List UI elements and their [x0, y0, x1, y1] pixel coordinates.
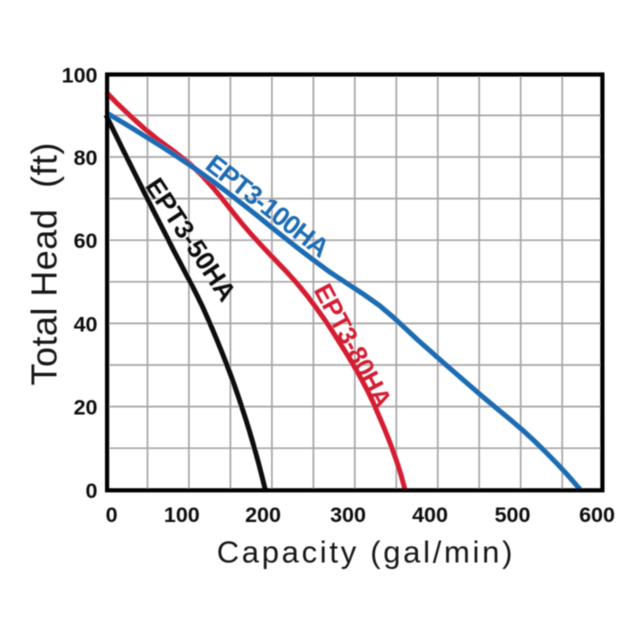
svg-text:80: 80 — [74, 146, 98, 170]
svg-text:0: 0 — [86, 479, 98, 503]
svg-text:0: 0 — [106, 503, 118, 527]
svg-text:600: 600 — [579, 503, 615, 527]
svg-text:100: 100 — [62, 64, 98, 88]
svg-text:Capacity (gal/min): Capacity (gal/min) — [217, 534, 515, 569]
svg-text:60: 60 — [74, 229, 98, 253]
svg-text:400: 400 — [412, 503, 448, 527]
svg-text:100: 100 — [164, 503, 200, 527]
svg-text:300: 300 — [330, 503, 366, 527]
svg-text:500: 500 — [495, 503, 531, 527]
svg-text:200: 200 — [245, 503, 281, 527]
svg-text:40: 40 — [74, 312, 98, 336]
svg-text:20: 20 — [74, 396, 98, 420]
svg-text:Total Head (ft): Total Head (ft) — [23, 142, 64, 385]
